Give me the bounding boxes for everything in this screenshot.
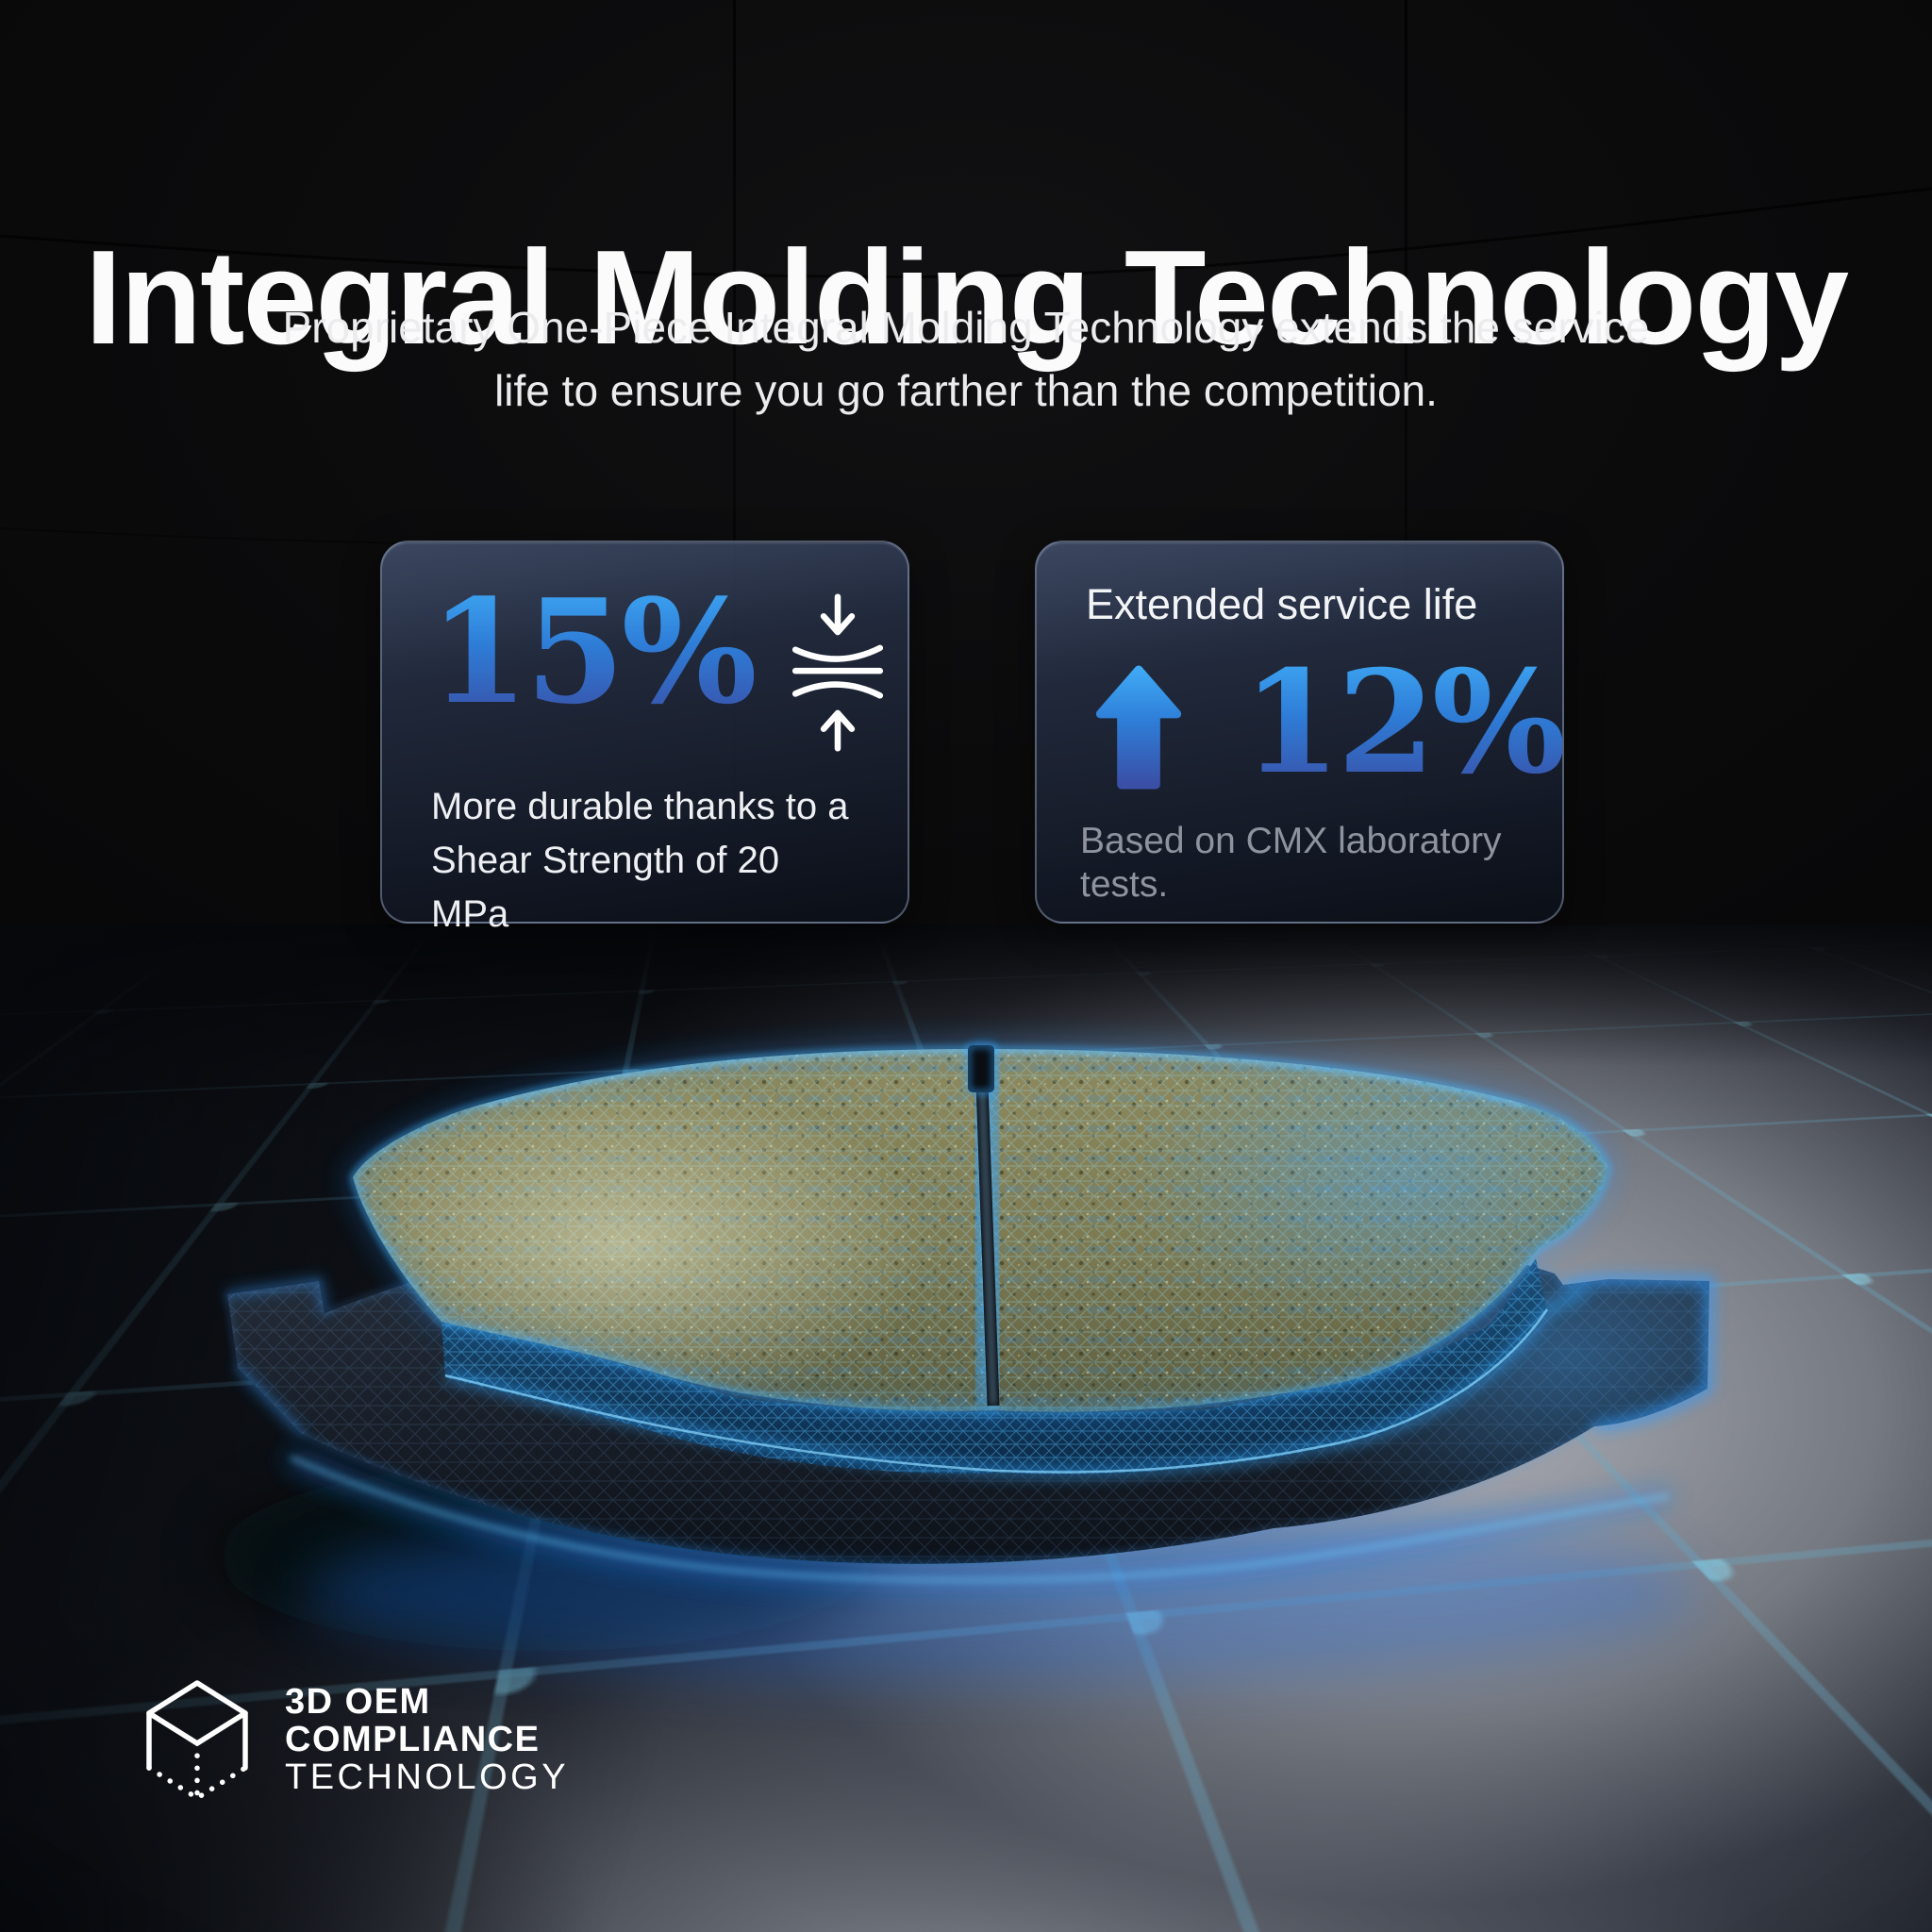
wireframe-cube-icon xyxy=(146,1680,248,1802)
service-life-stat-value: 12% xyxy=(1242,640,1566,806)
logo-line-1: 3D OEM xyxy=(285,1682,431,1722)
durability-stat-card: 15% More durable thanks to a Shear Stren… xyxy=(380,541,909,935)
compression-icon xyxy=(791,593,884,752)
service-life-stat-card: Extended service life 12% Based on CMX l… xyxy=(1035,541,1566,924)
background-wall xyxy=(0,0,1932,953)
service-life-heading: Extended service life xyxy=(1086,580,1478,628)
wall-seam-vertical xyxy=(1405,0,1407,943)
wall-seam-horizontal xyxy=(0,187,1932,546)
logo-line-2: COMPLIANCE xyxy=(285,1720,541,1759)
wall-seam-vertical xyxy=(733,0,736,943)
subtitle-line-2: life to ensure you go farther than the c… xyxy=(494,366,1438,415)
3d-oem-compliance-logo: 3D OEM COMPLIANCE TECHNOLOGY xyxy=(140,1677,569,1824)
brake-pad-wireframe-render xyxy=(217,1043,1714,1682)
page-title: Integral Molding Technology xyxy=(84,223,1849,374)
logo-line-3: TECHNOLOGY xyxy=(285,1757,570,1797)
service-life-footnote: Based on CMX laboratory tests. xyxy=(1080,821,1502,905)
subtitle-line-1: Proprietary One-Piece Integral Molding T… xyxy=(282,303,1650,352)
durability-description: More durable thanks to a Shear Strength … xyxy=(431,786,849,935)
durability-stat-value: 15% xyxy=(429,567,758,736)
up-arrow-icon xyxy=(1095,665,1182,790)
page-subtitle: Proprietary One-Piece Integral Molding T… xyxy=(0,296,1932,423)
